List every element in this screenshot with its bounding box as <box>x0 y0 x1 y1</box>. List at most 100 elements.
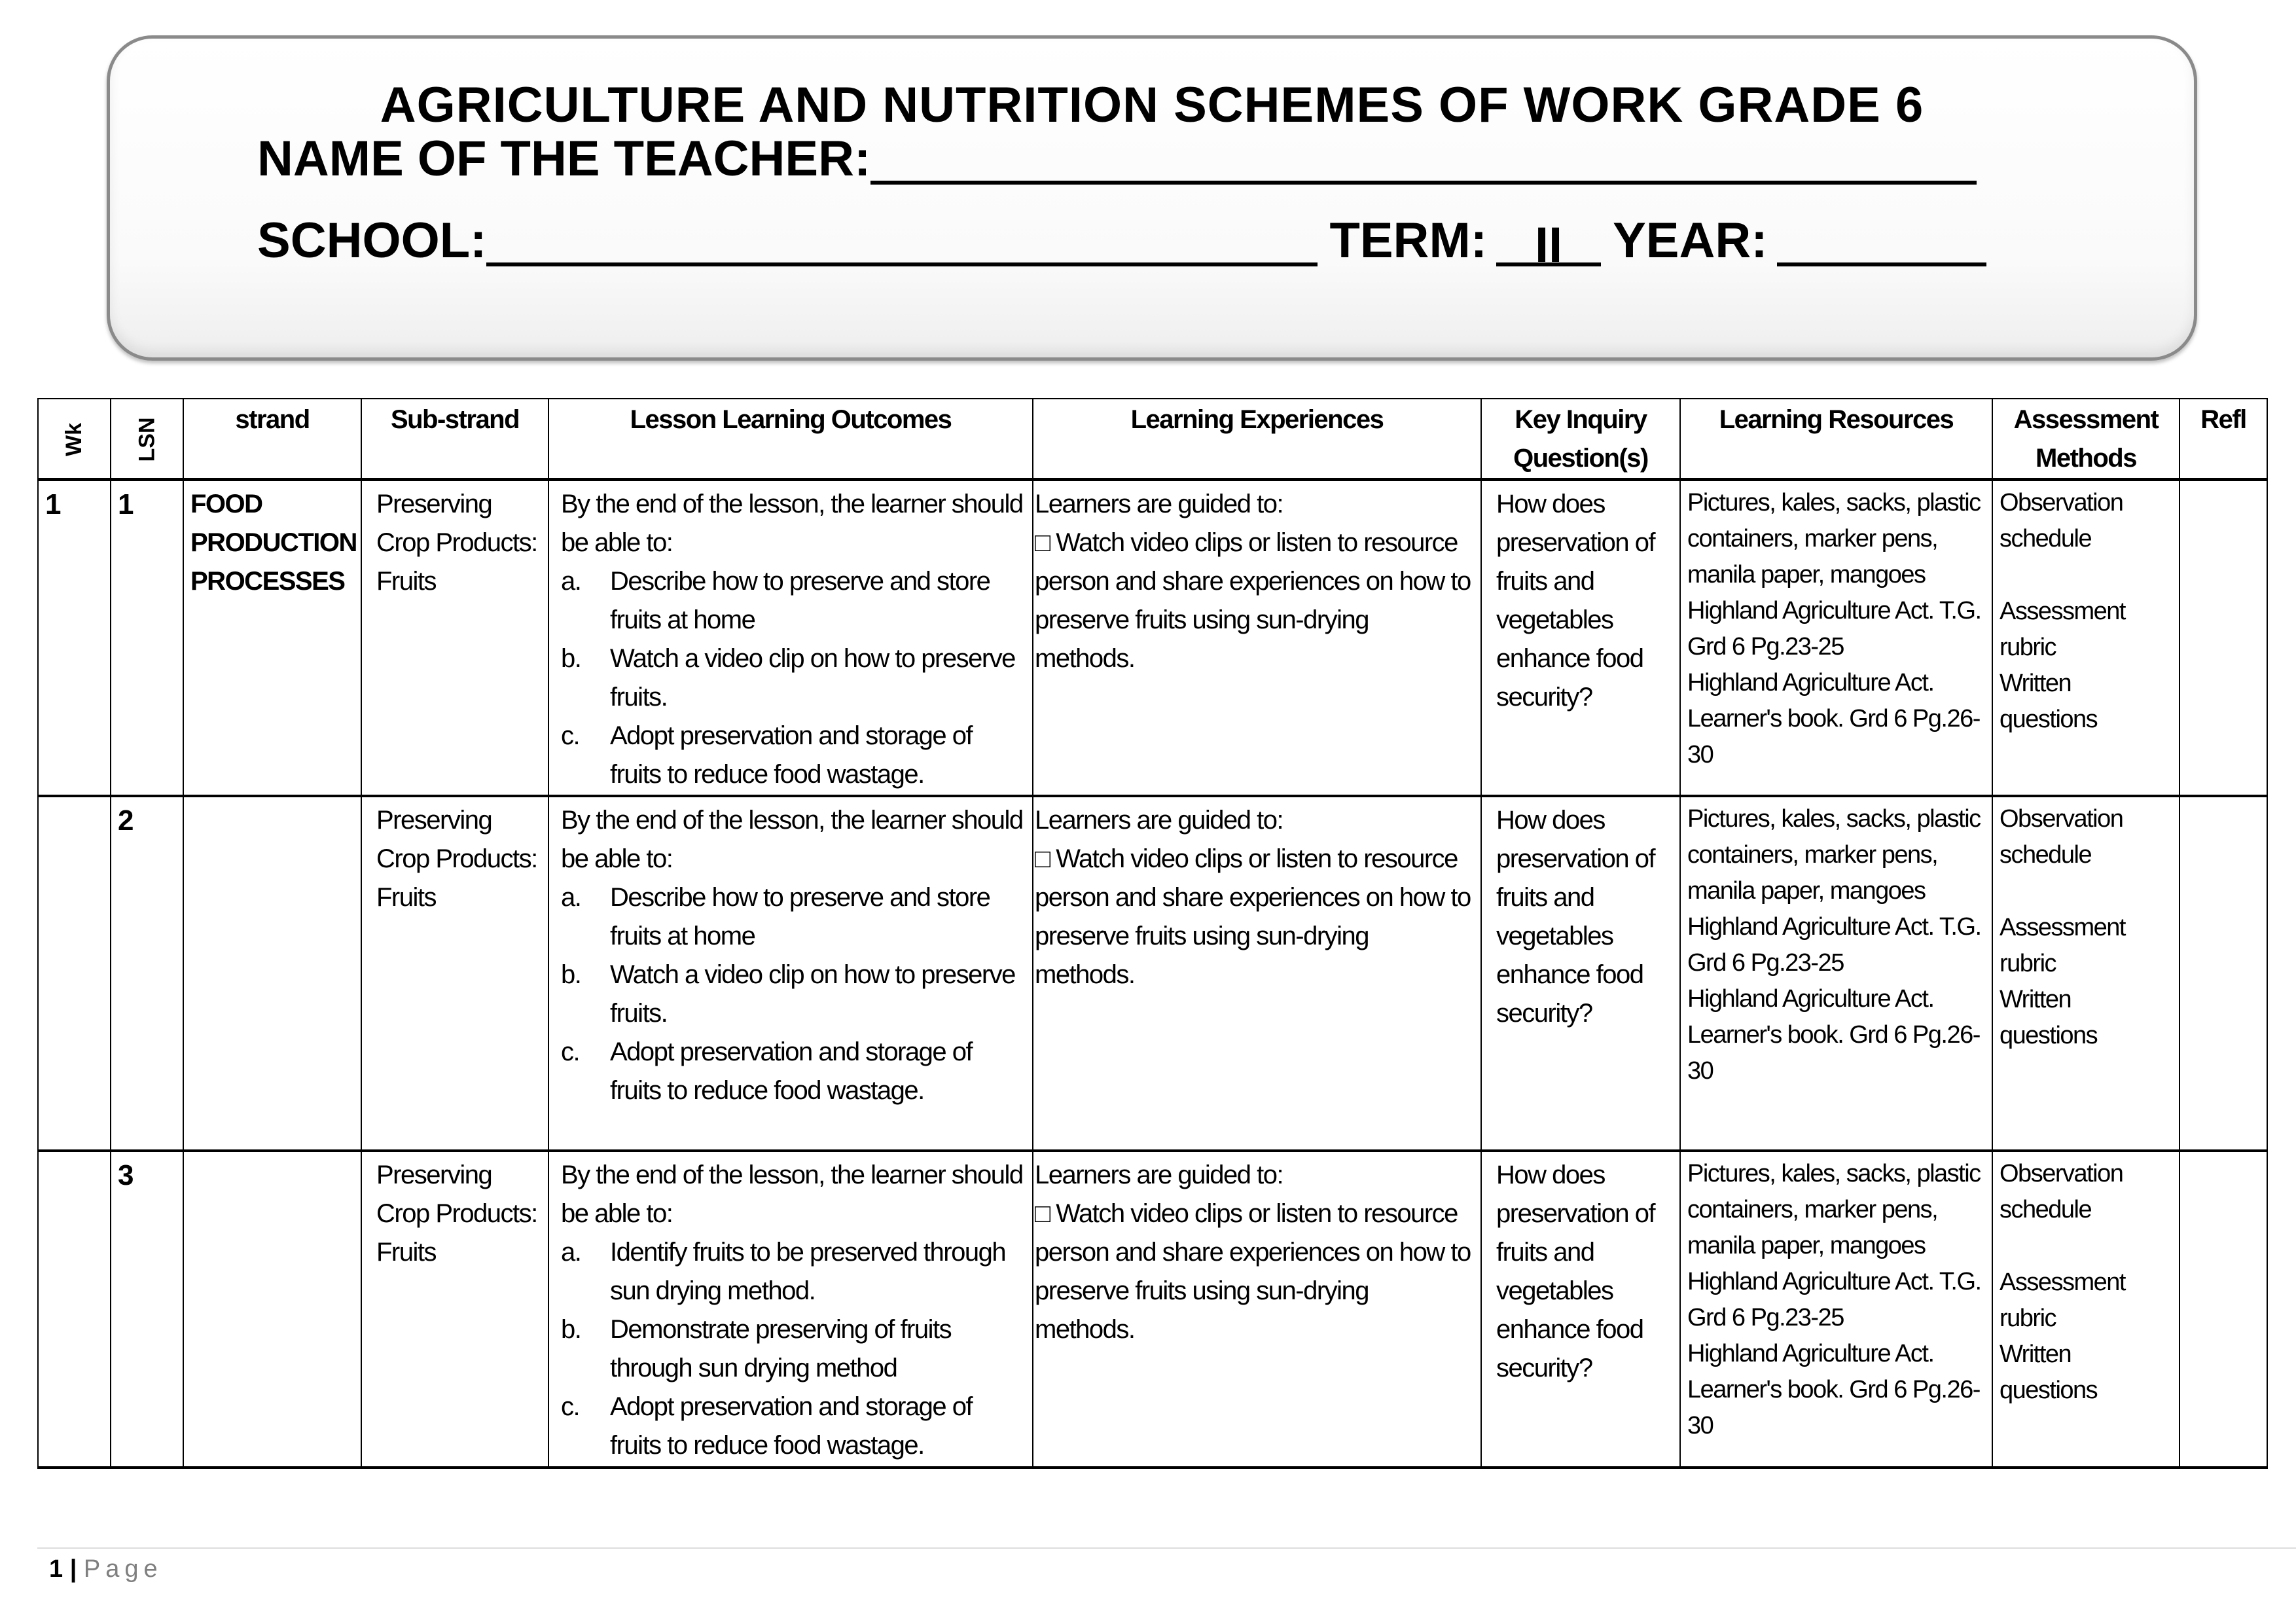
cell-strand <box>183 795 362 1151</box>
col-header-wk: Wk <box>37 398 111 480</box>
outcomes-list: a. Describe how to preserve and store fru… <box>561 878 1026 1110</box>
outcome-item: b. Demonstrate preserving of fruits throu… <box>561 1314 952 1382</box>
header-box: AGRICULTURE AND NUTRITION SCHEMES OF WOR… <box>107 35 2197 361</box>
school-line: SCHOOL: TERM: II YEAR: <box>257 212 1986 273</box>
resource-item: Highland Agriculture Act. T.G. Grd 6 Pg.… <box>1687 597 1982 660</box>
page-footer: 1 | Page <box>49 1555 163 1583</box>
outcome-item: c. Adopt preservation and storage of frui… <box>561 1037 973 1105</box>
cell-week: 1 <box>37 478 111 797</box>
school-label: SCHOOL: <box>257 213 487 268</box>
cell-experiences: Learners are guided to: □ Watch video cli… <box>1032 795 1482 1151</box>
col-header-inquiry: Key Inquiry Question(s) <box>1480 398 1681 480</box>
page-number: 1 <box>49 1555 63 1583</box>
resource-item: Highland Agriculture Act. Learner's book… <box>1687 1339 1981 1439</box>
teacher-field[interactable] <box>870 135 1977 185</box>
teacher-label: NAME OF THE TEACHER: <box>257 131 871 187</box>
schemes-table: Wk LSN strand Sub-strand Lesson Learning… <box>37 398 2268 1469</box>
cell-strand: FOOD PRODUCTION PROCESSES <box>183 478 362 797</box>
resource-item: Highland Agriculture Act. T.G. Grd 6 Pg.… <box>1687 1267 1982 1331</box>
header-row: Wk LSN strand Sub-strand Lesson Learning… <box>37 398 2268 480</box>
year-field[interactable] <box>1776 217 1986 266</box>
document-title: AGRICULTURE AND NUTRITION SCHEMES OF WOR… <box>380 77 1924 133</box>
cell-reflection[interactable] <box>2179 478 2268 797</box>
outcome-item: a. Describe how to preserve and store fru… <box>561 882 991 950</box>
cell-week <box>37 795 111 1151</box>
outcome-item: c. Adopt preservation and storage of frui… <box>561 721 973 789</box>
cell-substrand: Preserving Crop Products: Fruits <box>361 1149 549 1468</box>
outcome-item: b. Watch a video clip on how to preserve … <box>561 960 1016 1028</box>
cell-outcomes: By the end of the lesson, the learner sh… <box>548 1149 1033 1468</box>
experiences-intro: Learners are guided to: <box>1035 490 1284 518</box>
outcomes-list: a. Identify fruits to be preserved throug… <box>561 1233 1026 1465</box>
experiences-text: □ Watch video clips or listen to resourc… <box>1035 844 1471 989</box>
experiences-text: □ Watch video clips or listen to resourc… <box>1035 1199 1471 1344</box>
resource-item: Pictures, kales, sacks, plastic containe… <box>1687 804 1981 905</box>
experiences-intro: Learners are guided to: <box>1035 1160 1284 1189</box>
assessment-item: Written questions <box>2000 985 2098 1049</box>
assessment-item: Written questions <box>2000 670 2098 733</box>
cell-inquiry: How does preservation of fruits and vege… <box>1480 1149 1681 1468</box>
page-label: Page <box>83 1555 163 1583</box>
outcome-item: c. Adopt preservation and storage of frui… <box>561 1392 973 1460</box>
table-row: 3 Preserving Crop Products: Fruits By th… <box>37 1149 2268 1468</box>
cell-resources: Pictures, kales, sacks, plastic containe… <box>1679 478 1993 797</box>
cell-lesson: 2 <box>110 795 184 1151</box>
cell-inquiry: How does preservation of fruits and vege… <box>1480 478 1681 797</box>
col-header-experiences: Learning Experiences <box>1032 398 1482 480</box>
assessment-item: Assessment rubric <box>2000 1268 2126 1332</box>
experiences-text: □ Watch video clips or listen to resourc… <box>1035 528 1471 673</box>
cell-lesson: 1 <box>110 478 184 797</box>
assessment-item: Observation schedule <box>2000 804 2124 869</box>
resource-item: Highland Agriculture Act. Learner's book… <box>1687 984 1981 1085</box>
cell-assessment: Observation schedule Assessment rubric Wri… <box>1992 1149 2180 1468</box>
col-header-lsn: LSN <box>110 398 184 480</box>
cell-reflection[interactable] <box>2179 1149 2268 1468</box>
outcome-item: a. Identify fruits to be preserved throug… <box>561 1237 1007 1305</box>
assessment-item: Observation schedule <box>2000 489 2124 552</box>
term-field[interactable]: II <box>1496 217 1602 273</box>
table-row: 1 1 FOOD PRODUCTION PROCESSES Preserving… <box>37 478 2268 797</box>
cell-lesson: 3 <box>110 1149 184 1468</box>
assessment-item: Assessment rubric <box>2000 913 2126 977</box>
col-header-substrand: Sub-strand <box>361 398 549 480</box>
col-header-strand: strand <box>183 398 362 480</box>
col-header-resources: Learning Resources <box>1679 398 1993 480</box>
table-row: 2 Preserving Crop Products: Fruits By th… <box>37 795 2268 1151</box>
outcomes-intro: By the end of the lesson, the learner sh… <box>561 805 1024 873</box>
col-header-assessment: Assessment Methods <box>1992 398 2180 480</box>
assessment-item: Assessment rubric <box>2000 598 2126 661</box>
outcomes-intro: By the end of the lesson, the learner sh… <box>561 1160 1024 1228</box>
cell-resources: Pictures, kales, sacks, plastic containe… <box>1679 795 1993 1151</box>
school-field[interactable] <box>486 217 1318 266</box>
assessment-item: Observation schedule <box>2000 1159 2124 1223</box>
cell-outcomes: By the end of the lesson, the learner sh… <box>548 478 1033 797</box>
cell-outcomes: By the end of the lesson, the learner sh… <box>548 795 1033 1151</box>
outcomes-intro: By the end of the lesson, the learner sh… <box>561 490 1024 557</box>
year-label: YEAR: <box>1613 213 1768 268</box>
experiences-intro: Learners are guided to: <box>1035 805 1284 835</box>
cell-inquiry: How does preservation of fruits and vege… <box>1480 795 1681 1151</box>
teacher-line: NAME OF THE TEACHER: <box>257 130 1977 187</box>
cell-reflection[interactable] <box>2179 795 2268 1151</box>
outcome-item: a. Describe how to preserve and store fru… <box>561 567 991 634</box>
assessment-item: Written questions <box>2000 1340 2098 1404</box>
cell-assessment: Observation schedule Assessment rubric Wri… <box>1992 795 2180 1151</box>
col-header-outcomes: Lesson Learning Outcomes <box>548 398 1033 480</box>
outcomes-list: a. Describe how to preserve and store fru… <box>561 562 1026 794</box>
cell-experiences: Learners are guided to: □ Watch video cli… <box>1032 1149 1482 1468</box>
resource-item: Highland Agriculture Act. Learner's book… <box>1687 669 1981 768</box>
col-header-refl: Refl <box>2179 398 2268 480</box>
cell-strand <box>183 1149 362 1468</box>
cell-substrand: Preserving Crop Products: Fruits <box>361 795 549 1151</box>
cell-substrand: Preserving Crop Products: Fruits <box>361 478 549 797</box>
term-label: TERM: <box>1329 213 1488 268</box>
cell-experiences: Learners are guided to: □ Watch video cli… <box>1032 478 1482 797</box>
footer-divider <box>37 1547 2296 1549</box>
cell-resources: Pictures, kales, sacks, plastic containe… <box>1679 1149 1993 1468</box>
resource-item: Pictures, kales, sacks, plastic containe… <box>1687 489 1981 588</box>
resource-item: Highland Agriculture Act. T.G. Grd 6 Pg.… <box>1687 912 1982 977</box>
footer-separator: | <box>69 1555 77 1583</box>
cell-assessment: Observation schedule Assessment rubric Wri… <box>1992 478 2180 797</box>
cell-week <box>37 1149 111 1468</box>
resource-item: Pictures, kales, sacks, plastic containe… <box>1687 1159 1981 1259</box>
